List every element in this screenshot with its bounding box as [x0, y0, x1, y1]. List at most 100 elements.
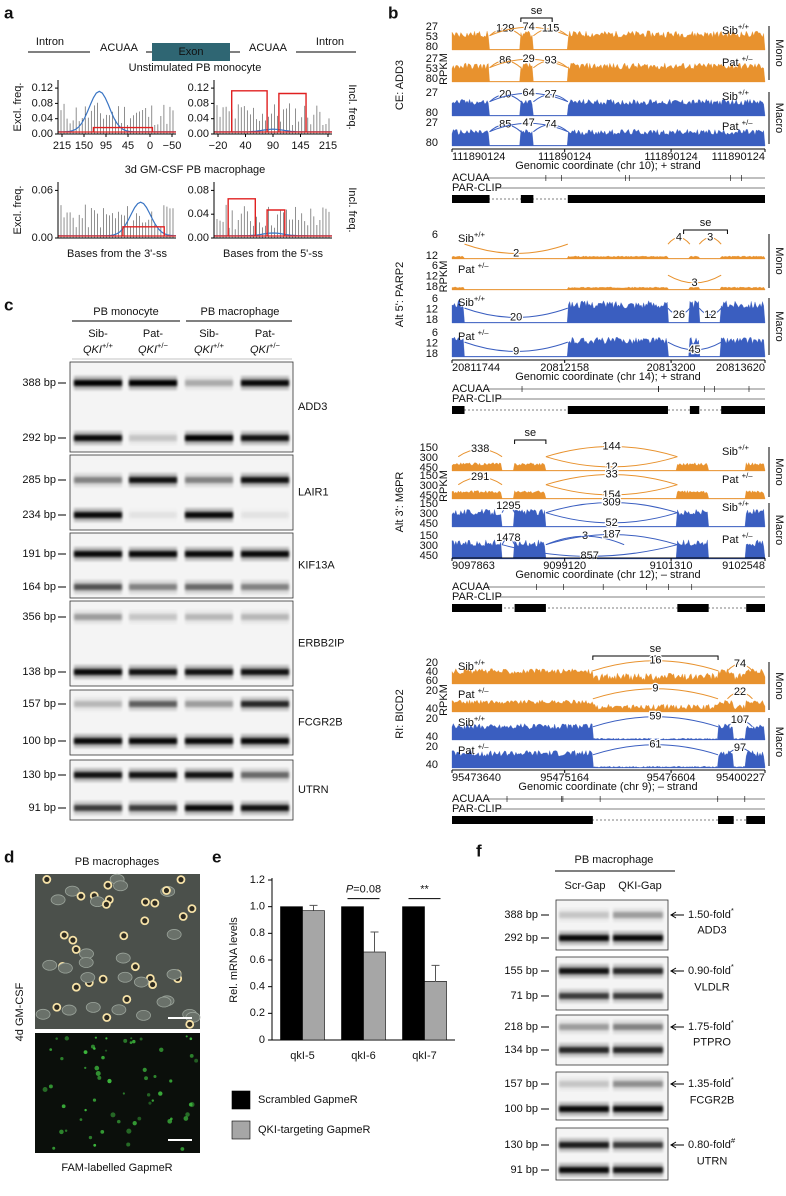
- gel-band: [241, 772, 289, 778]
- coverage-track: [451, 98, 766, 117]
- junction-arc: [489, 26, 569, 37]
- y-tick-label: 40: [426, 703, 438, 715]
- fold-change: 1.50-fold*: [688, 906, 734, 921]
- band-size-label: 130 bp: [22, 769, 56, 781]
- band-size-label: 71 bp: [510, 990, 538, 1002]
- fluorescent-cell: [48, 1084, 53, 1089]
- gel-band: [185, 614, 233, 620]
- coordinate-label: 20811744: [452, 362, 500, 374]
- fluorescent-cell: [104, 1049, 108, 1052]
- label-sup: *: [731, 906, 734, 915]
- exon-box: [152, 43, 230, 61]
- gel-band: [559, 935, 609, 941]
- label-base: Pat: [722, 534, 742, 546]
- trace-decoration: [230, 90, 268, 132]
- junction-count: 20: [510, 311, 522, 323]
- trace-decoration: [122, 226, 165, 236]
- gel-band: [613, 1047, 663, 1053]
- gel-band: [613, 1167, 663, 1173]
- label-base: Pat: [458, 264, 478, 276]
- cell: [80, 972, 96, 983]
- coordinate-label: 9097863: [452, 560, 495, 572]
- coverage-track: [451, 699, 766, 713]
- gene-structure-exon: [718, 816, 734, 824]
- gel-band: [559, 1106, 609, 1112]
- junction-count: 33: [606, 468, 618, 480]
- cell: [98, 974, 108, 984]
- gene-structure-exon: [452, 604, 503, 612]
- junction-arc: [489, 28, 522, 37]
- junction-count: 2: [513, 247, 519, 259]
- gel-band: [129, 512, 177, 518]
- gel-band: [129, 551, 177, 557]
- gene-model-label: Intron: [316, 36, 344, 48]
- gel-band: [129, 477, 177, 483]
- gel-band: [559, 1142, 609, 1148]
- band-size-label: 292 bp: [504, 932, 538, 944]
- fluorescent-cell: [146, 1093, 151, 1097]
- y-tick-label: 300: [420, 452, 438, 464]
- gene-structure-exon: [567, 195, 765, 203]
- group-label: Mono: [773, 39, 785, 67]
- band-size-label: 100 bp: [22, 735, 56, 747]
- fluorescent-cell: [148, 1101, 152, 1105]
- gene-structure-exon: [452, 406, 465, 414]
- fluorescent-cell: [84, 1066, 87, 1070]
- y-tick-label: 27: [426, 87, 438, 99]
- significance-label: **: [420, 884, 429, 896]
- lane-genotype: +/−: [269, 341, 281, 350]
- label-sup: +/–: [478, 686, 490, 695]
- trace-decoration: [92, 126, 154, 132]
- label-sup: +/+: [474, 230, 486, 239]
- error-bar: [309, 904, 318, 911]
- gene-structure-exon: [689, 406, 700, 414]
- fluorescent-cell: [142, 1067, 147, 1072]
- y-tick-label: 80: [426, 73, 438, 85]
- axis-unit: RPKM: [438, 261, 450, 293]
- gel-band: [241, 477, 289, 483]
- junction-arc: [727, 691, 753, 700]
- fluorescent-cell: [59, 1129, 64, 1135]
- label-base: Sib: [722, 502, 738, 514]
- cell: [178, 912, 188, 921]
- label-base: Sib: [458, 233, 474, 245]
- y-tick-label: 0.6: [250, 954, 265, 966]
- fluorescent-cell: [101, 1055, 105, 1060]
- fold-change: 1.75-fold*: [688, 1018, 734, 1033]
- label-sup: +/+: [738, 443, 750, 452]
- arrow: [670, 1080, 684, 1088]
- gel-band: [185, 477, 233, 483]
- junction-count: 85: [499, 119, 511, 131]
- coverage-track: [451, 300, 766, 324]
- lane-label: Scr-Gap: [565, 880, 606, 892]
- x-tick-label: 45: [122, 140, 134, 152]
- coordinate-label: 9099120: [543, 560, 586, 572]
- label-base: 1.50-fold: [688, 909, 731, 921]
- lane-label: QKI+/+: [194, 341, 225, 356]
- cell: [115, 952, 131, 964]
- junction-arc: [457, 448, 503, 458]
- cell: [133, 976, 149, 988]
- y-tick-label: 0.4: [250, 981, 265, 993]
- label-base: 0.80-fold: [688, 1139, 731, 1151]
- junction-arc: [545, 484, 678, 496]
- cell: [42, 875, 52, 884]
- fluorescent-cell: [132, 1121, 137, 1126]
- gel-band: [613, 1024, 663, 1030]
- junction-arc: [457, 476, 503, 486]
- micrograph-fluorescence: [35, 1033, 200, 1153]
- cell: [42, 959, 58, 971]
- lane-label: Pat-: [143, 328, 164, 340]
- gel-band: [185, 669, 233, 675]
- se-bracket: [520, 17, 553, 22]
- y-tick-label: 40: [426, 666, 438, 678]
- fluorescent-cell: [194, 1058, 199, 1063]
- gel-band: [241, 380, 289, 386]
- junction-arc: [545, 446, 678, 458]
- gel-band: [74, 512, 122, 518]
- fluorescent-cell: [151, 1099, 155, 1102]
- group-label: Mono: [773, 247, 785, 275]
- coverage-track: [451, 750, 766, 769]
- gel-band: [241, 669, 289, 675]
- junction-arc: [464, 243, 568, 254]
